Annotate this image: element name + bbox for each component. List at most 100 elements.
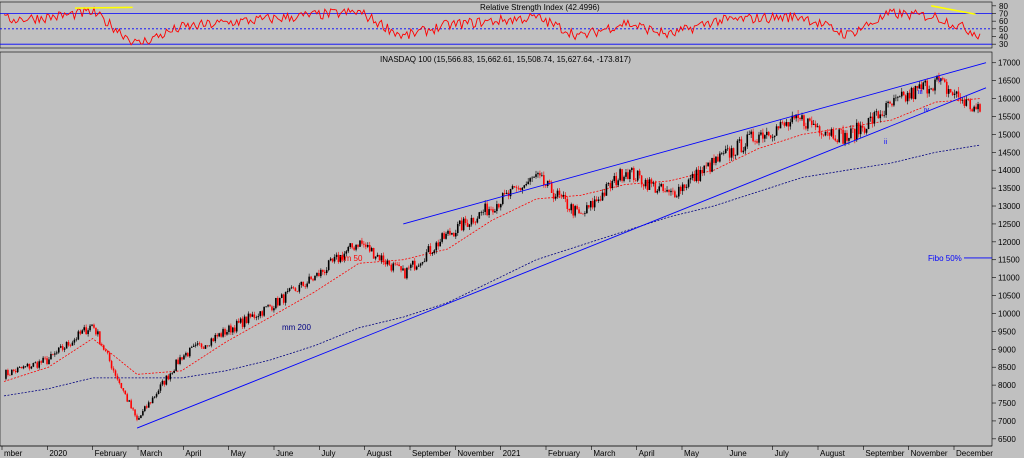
candle-body [378, 254, 381, 261]
x-axis: mber 2020 February March April May June July Aug… [0, 445, 993, 458]
candle-body [341, 254, 344, 260]
ma200-label: mm 200 [282, 323, 311, 332]
candle-body [568, 208, 571, 211]
candle-body [695, 169, 698, 181]
rsi-tick-label: 70 [999, 10, 1008, 19]
candle-body [57, 347, 60, 353]
candle-body [124, 390, 127, 395]
candle-body [392, 263, 395, 271]
candle-body [615, 176, 618, 186]
candle-body [308, 276, 310, 284]
candle-body [746, 134, 749, 147]
candle-body [423, 261, 426, 263]
candle-body [280, 294, 283, 299]
candle-body [233, 327, 236, 332]
candle-body [975, 106, 977, 110]
candle-body [9, 374, 11, 376]
candle-body [554, 196, 557, 199]
ma50-line [3, 98, 981, 382]
candle-body [87, 330, 89, 335]
candle-body [445, 233, 447, 239]
candle-body [533, 176, 535, 178]
candle-body [593, 199, 596, 208]
candle-body [654, 182, 657, 193]
candle-body [384, 262, 387, 265]
candle-body [437, 242, 440, 247]
candle-body [249, 313, 252, 317]
candle-body [660, 184, 662, 187]
x-tick-label: March [593, 449, 615, 458]
candle-body [355, 244, 357, 250]
candle-body [936, 76, 938, 80]
candle-body [500, 204, 502, 208]
candle-body [169, 373, 172, 380]
candle-body [597, 199, 600, 201]
candle-body [498, 204, 500, 208]
x-tick-label: April [639, 449, 655, 458]
rsi-levels [0, 13, 992, 45]
candle-body [26, 363, 29, 367]
candle-body [419, 263, 422, 266]
candle-body [574, 206, 576, 216]
candle-body [112, 368, 115, 371]
candle-body [370, 247, 373, 252]
candle-body [543, 175, 545, 185]
candle-body [456, 224, 459, 233]
candle-body [159, 384, 162, 391]
candle-body [693, 173, 696, 181]
candle-body [65, 342, 68, 349]
candle-body [668, 189, 670, 193]
candle-body [971, 109, 973, 112]
rsi-line [3, 6, 981, 46]
candle-body [5, 369, 7, 379]
candle-body [899, 96, 901, 98]
candle-body [204, 345, 207, 349]
candle-body [484, 203, 486, 212]
candle-body [785, 121, 788, 126]
candle-body [584, 213, 586, 214]
candle-body [142, 411, 144, 416]
candle-body [425, 252, 428, 262]
candle-body [963, 100, 966, 106]
candle-body [271, 306, 273, 311]
candle-body [132, 408, 134, 410]
candle-body [269, 305, 271, 307]
candle-body [820, 133, 823, 135]
candle-body [846, 132, 848, 141]
candle-body [122, 388, 125, 391]
candle-body [202, 347, 205, 349]
candle-body [871, 116, 874, 124]
candle-body [241, 318, 244, 327]
candle-body [562, 194, 565, 197]
candle-body [656, 190, 659, 193]
candle-body [189, 347, 191, 357]
candle-body [836, 140, 839, 143]
price-tick-label: 10500 [998, 292, 1021, 301]
candle-body [840, 129, 842, 131]
candle-body [59, 346, 62, 348]
candle-body [396, 264, 398, 265]
candle-body [564, 194, 567, 200]
candle-body [949, 89, 952, 93]
candle-body [748, 134, 751, 135]
candle-body [816, 126, 819, 128]
candle-body [679, 186, 682, 192]
candle-body [468, 224, 471, 227]
candle-body [435, 242, 438, 251]
candle-body [867, 118, 870, 130]
candle-body [670, 190, 672, 193]
candle-body [114, 370, 117, 376]
candle-body [922, 82, 925, 90]
candle-body [226, 332, 228, 335]
candle-body [263, 306, 265, 316]
candle-body [764, 135, 766, 139]
candle-body [494, 211, 496, 213]
candle-body [163, 380, 166, 385]
candle-body [779, 122, 782, 129]
candle-body [216, 334, 218, 337]
candle-body [728, 148, 731, 158]
candle-body [865, 129, 868, 133]
candle-body [959, 96, 962, 101]
candle-body [799, 117, 801, 120]
candle-body [433, 250, 436, 253]
